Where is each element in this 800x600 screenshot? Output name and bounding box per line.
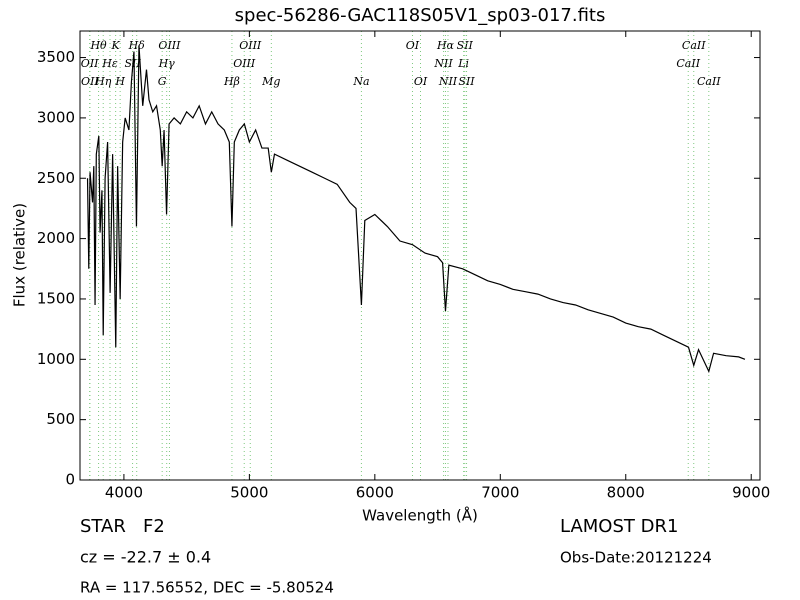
y-tick-label: 3000 <box>37 108 75 126</box>
spectral-line-label: Na <box>352 75 369 88</box>
coords: RA = 117.56552, DEC = -5.80524 <box>80 579 334 597</box>
spectral-line-label: Hθ <box>89 39 107 52</box>
spectral-line-label: Hγ <box>158 57 176 70</box>
spectral-line-label: Mg <box>261 75 280 88</box>
spectral-line-label: G <box>158 75 167 88</box>
spectral-line-label: NII <box>438 75 458 88</box>
x-tick-label: 9000 <box>732 484 770 502</box>
chart-title: spec-56286-GAC118S05V1_sp03-017.fits <box>235 5 606 26</box>
x-tick-label: 7000 <box>481 484 519 502</box>
y-tick-label: 1500 <box>37 289 75 307</box>
spectral-line-label: OII <box>81 75 99 88</box>
survey: LAMOST DR1 <box>560 516 678 537</box>
spectral-line-label: NII <box>433 57 453 70</box>
y-tick-label: 3500 <box>37 48 75 66</box>
spectral-line-label: Hδ <box>128 39 146 52</box>
x-tick-label: 4000 <box>105 484 143 502</box>
spectral-line-label: Hα <box>436 39 455 52</box>
spectral-line-label: K <box>111 39 121 52</box>
y-tick-label: 500 <box>46 410 75 428</box>
spectrum-line <box>86 45 746 374</box>
y-tick-label: 2500 <box>37 169 75 187</box>
y-tick-label: 2000 <box>37 229 75 247</box>
spectral-line-label: Li <box>457 57 469 70</box>
spectral-line-label: CaII <box>676 57 700 70</box>
spectral-line-label: OIII <box>239 39 262 52</box>
spectral-line-label: CaII <box>697 75 721 88</box>
y-axis-label: Flux (relative) <box>11 203 29 307</box>
class-text: STAR F2 <box>80 516 165 537</box>
spectral-line-label: Hβ <box>223 75 240 88</box>
y-tick-label: 0 <box>65 471 75 489</box>
plot-frame <box>79 30 761 481</box>
spectral-line-label: SII <box>457 39 474 52</box>
spectral-line-label: Hη <box>94 75 112 88</box>
spectral-line-label: OI <box>406 39 420 52</box>
spectral-line-label: CaII <box>682 39 706 52</box>
y-tick-label: 1000 <box>37 350 75 368</box>
x-axis-label: Wavelength (Å) <box>362 506 478 525</box>
spectral-line-label: OI <box>414 75 428 88</box>
x-tick-label: 6000 <box>356 484 394 502</box>
spectral-line-label: OIII <box>233 57 256 70</box>
spectral-line-label: Hε <box>101 57 118 70</box>
x-tick-label: 8000 <box>607 484 645 502</box>
spectral-line-label: SII <box>458 75 475 88</box>
spectral-line-label: OIII <box>158 39 181 52</box>
redshift: cz = -22.7 ± 0.4 <box>80 548 211 567</box>
x-tick-label: 5000 <box>230 484 268 502</box>
obs-date: Obs-Date:20121224 <box>560 549 712 567</box>
spectral-line-label: H <box>114 75 125 88</box>
